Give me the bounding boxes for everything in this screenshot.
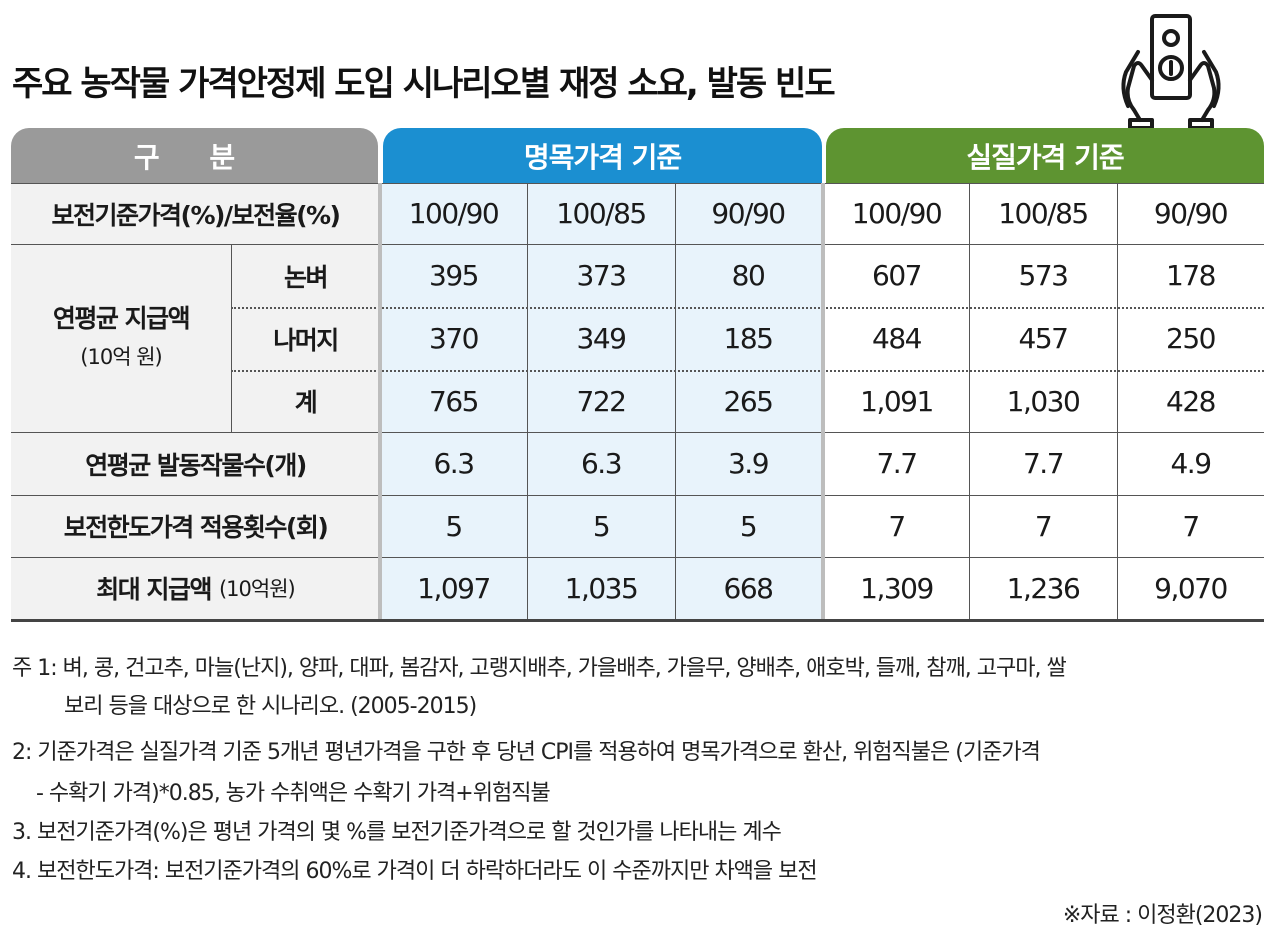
table-dotted-line [231, 307, 1264, 309]
row-label-max-payment: 최대 지급액 (10억원) [11, 557, 380, 619]
row-label-max-payment-unit: (10억원) [218, 577, 296, 601]
note-2-line-1: 2: 기준가격은 실질가격 기준 5개년 평년가격을 구한 후 당년 CPI를 … [12, 740, 1041, 765]
table-line [11, 495, 1264, 496]
table-cell-value: 1,091 [860, 384, 934, 418]
table-line [11, 183, 1264, 184]
column-header-scenario: 100/85 [556, 197, 647, 230]
row-label-base-price-rate: 보전기준가격(%)/보전율(%) [51, 200, 341, 230]
column-header-scenario: 90/90 [1153, 197, 1229, 230]
row-group-label: 연평균 지급액 [52, 304, 191, 333]
table-cell-value: 185 [723, 322, 774, 355]
table-cell-value: 373 [576, 259, 627, 292]
column-header-scenario: 100/90 [408, 197, 500, 230]
table-cell-value: 265 [723, 384, 774, 418]
table-cell-value: 250 [1166, 322, 1216, 355]
table-cell-value: 765 [429, 384, 479, 418]
note-4: 4. 보전한도가격: 보전기준가격의 60%로 가격이 더 하락하더라도 이 수… [12, 859, 818, 884]
table-line [11, 244, 1264, 245]
table-line [969, 183, 970, 621]
table-cell-value: 7.7 [1022, 447, 1065, 480]
table-bottom-border [11, 619, 1264, 622]
table-cell-value: 668 [723, 571, 774, 605]
note-3: 3. 보전기준가격(%)은 평년 가격의 몇 %를 보전기준가격으로 할 것인가… [12, 820, 782, 845]
table-separator [821, 183, 825, 621]
table-cell-value: 4.9 [1170, 447, 1212, 480]
table-cell-value: 178 [1166, 259, 1216, 292]
table-line [231, 244, 232, 432]
header-nominal-price: 명목가격 기준 [383, 128, 822, 183]
table-cell-value: 607 [872, 259, 922, 292]
row-label-others: 나머지 [273, 325, 339, 355]
table-dotted-line [231, 370, 1264, 372]
table-real-background [824, 183, 1264, 621]
header-category: 구 분 [11, 128, 378, 183]
table-cell-value: 395 [429, 259, 479, 292]
table-cell-value: 1,309 [860, 571, 934, 605]
table-cell-value: 5 [592, 509, 611, 543]
row-label-rice: 논벼 [283, 262, 329, 292]
table-cell-value: 7 [1034, 509, 1053, 543]
table-cell-value: 1,097 [417, 571, 491, 605]
table-cell-value: 7 [888, 509, 906, 543]
column-header-scenario: 100/90 [851, 197, 943, 230]
row-group-unit: (10억 원) [80, 345, 162, 369]
table-cell-value: 484 [872, 322, 922, 355]
note-1-line-2: 보리 등을 대상으로 한 시나리오. (2005-2015) [64, 694, 477, 719]
table-cell-value: 9,070 [1154, 571, 1228, 605]
table-nominal-background [380, 183, 824, 621]
page-title: 주요 농작물 가격안정제 도입 시나리오별 재정 소요, 발동 빈도 [12, 64, 836, 104]
hand-holding-money-icon [1114, 10, 1226, 130]
row-label-max-payment-text: 최대 지급액 [96, 575, 212, 604]
row-label-total: 계 [294, 388, 318, 417]
table-cell-value: 6.3 [433, 447, 475, 480]
table-cell-value: 7.7 [876, 447, 918, 480]
table-line [11, 557, 1264, 558]
table-cell-value: 1,030 [1006, 384, 1081, 418]
table-line [11, 432, 1264, 433]
table-cell-value: 573 [1018, 259, 1069, 292]
header-real-price: 실질가격 기준 [826, 128, 1264, 183]
table-cell-value: 5 [445, 509, 463, 543]
table-cell-value: 1,035 [564, 571, 639, 605]
row-label-limit-count: 보전한도가격 적용횟수(회) [63, 513, 329, 542]
table-cell-value: 349 [576, 322, 627, 355]
column-header-scenario: 100/85 [998, 197, 1089, 230]
table-line [1117, 183, 1118, 621]
row-group-annual-payment: 연평균 지급액 (10억 원) [11, 244, 231, 432]
table-line [675, 183, 676, 621]
table-line [527, 183, 528, 621]
table-cell-value: 722 [576, 384, 627, 418]
table-cell-value: 6.3 [580, 447, 623, 480]
table-cell-value: 3.9 [727, 447, 770, 480]
note-1-line-1: 주 1: 벼, 콩, 건고추, 마늘(난지), 양파, 대파, 봄감자, 고랭지… [12, 656, 1067, 681]
table-label-background [11, 183, 380, 621]
row-label-annual-crops: 연평균 발동작물수(개) [85, 450, 307, 480]
note-2-line-2: - 수확기 가격)*0.85, 농가 수취액은 수확기 가격+위험직불 [36, 781, 551, 806]
table-separator [378, 183, 382, 621]
table-cell-value: 7 [1182, 509, 1200, 543]
table-cell-value: 80 [731, 259, 766, 292]
table-cell-value: 370 [429, 322, 479, 355]
table-cell-value: 1,236 [1006, 571, 1081, 605]
table-cell-value: 457 [1018, 322, 1069, 355]
column-header-scenario: 90/90 [711, 197, 786, 230]
source: ※자료 : 이정환(2023) [1062, 903, 1263, 928]
table-cell-value: 428 [1166, 384, 1216, 418]
table-cell-value: 5 [739, 509, 758, 543]
